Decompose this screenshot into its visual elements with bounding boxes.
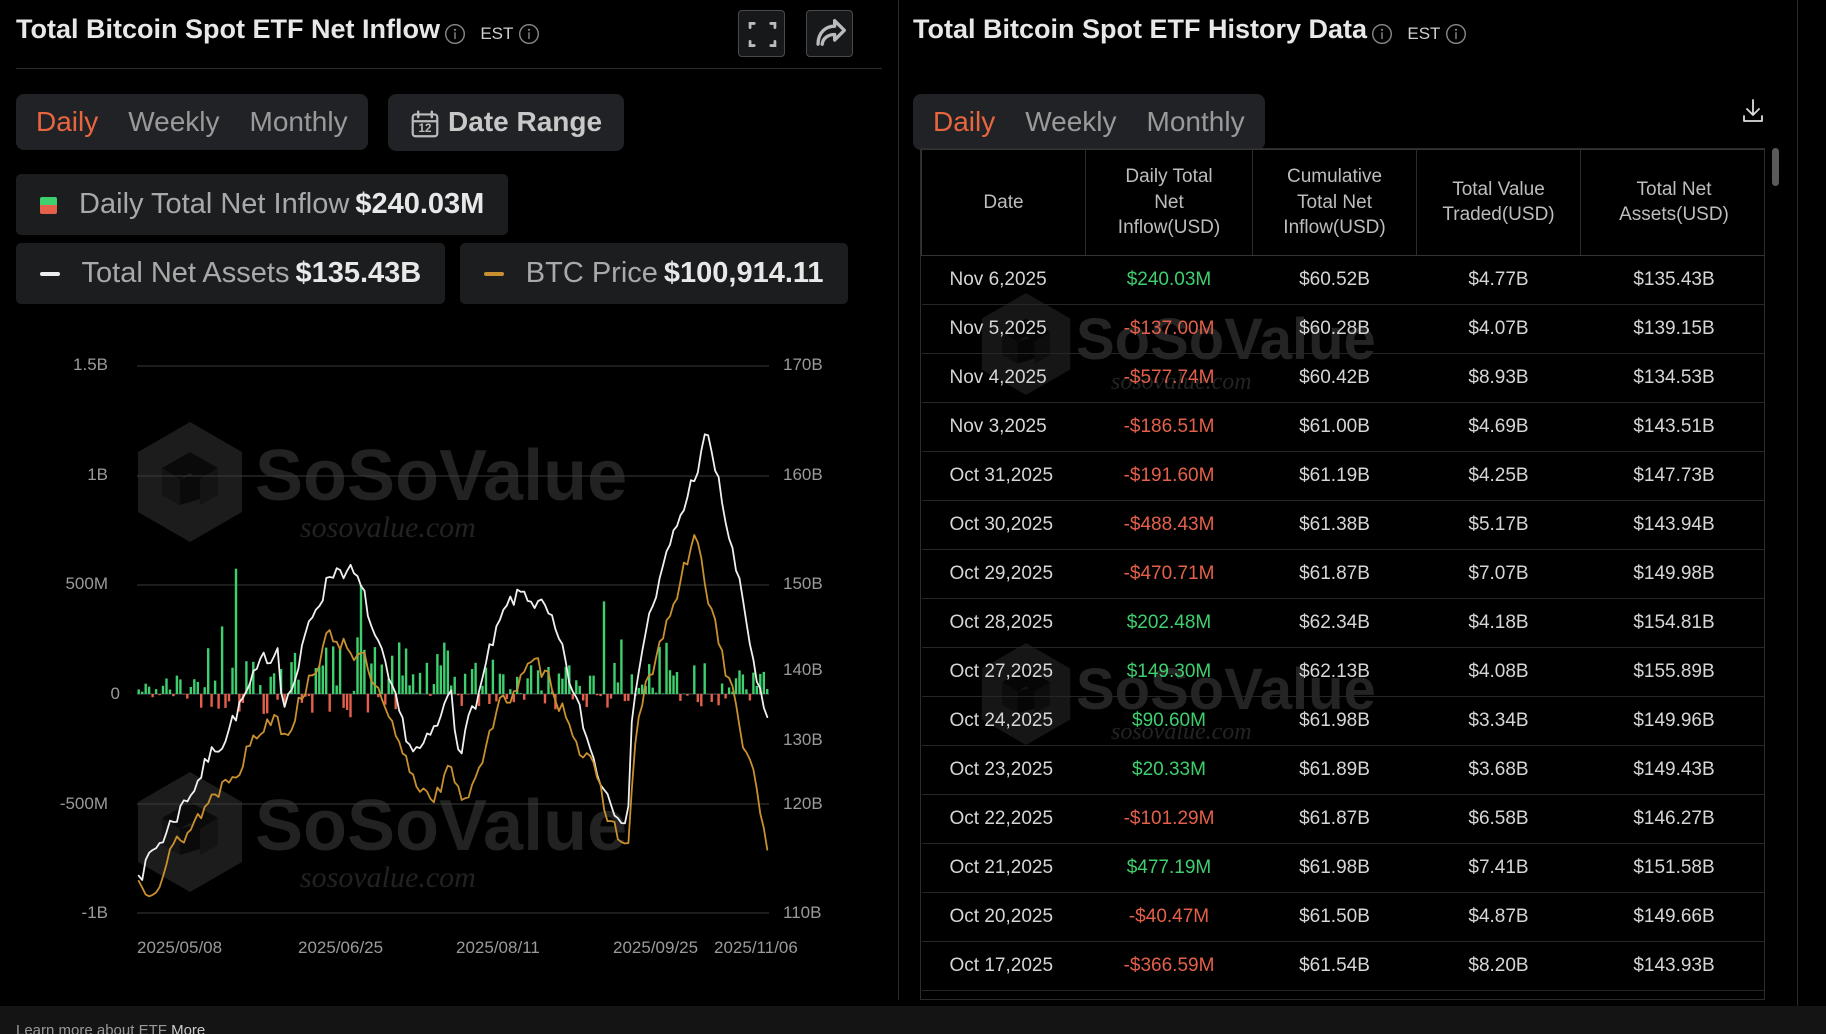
svg-text:-1B: -1B: [82, 903, 108, 922]
svg-text:130B: 130B: [783, 730, 823, 749]
svg-text:120B: 120B: [783, 794, 823, 813]
svg-text:2025/09/25: 2025/09/25: [613, 938, 698, 957]
svg-text:1B: 1B: [87, 465, 108, 484]
svg-text:500M: 500M: [65, 574, 108, 593]
svg-text:sosovalue.com: sosovalue.com: [300, 511, 476, 544]
svg-text:2025/06/25: 2025/06/25: [298, 938, 383, 957]
svg-text:110B: 110B: [783, 903, 821, 922]
svg-text:150B: 150B: [783, 574, 823, 593]
svg-text:SoSoValue: SoSoValue: [255, 786, 627, 866]
svg-text:0: 0: [111, 684, 120, 703]
svg-text:2025/08/11: 2025/08/11: [456, 938, 540, 957]
svg-text:2025/11/06: 2025/11/06: [714, 938, 798, 957]
svg-text:-500M: -500M: [60, 794, 108, 813]
svg-text:1.5B: 1.5B: [73, 355, 108, 374]
svg-text:170B: 170B: [783, 355, 823, 374]
svg-text:160B: 160B: [783, 465, 823, 484]
svg-text:140B: 140B: [783, 660, 823, 679]
svg-text:2025/05/08: 2025/05/08: [137, 938, 222, 957]
svg-text:sosovalue.com: sosovalue.com: [300, 861, 476, 894]
svg-text:12: 12: [419, 123, 432, 135]
